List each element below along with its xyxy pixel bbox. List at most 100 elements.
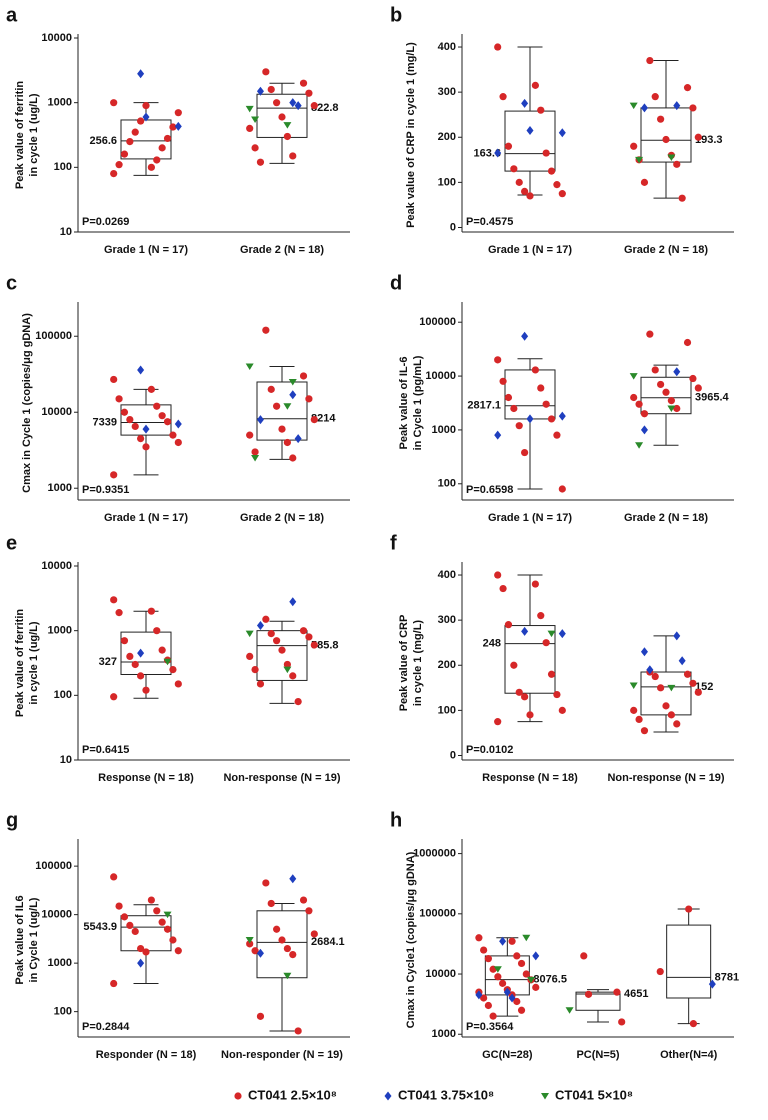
point bbox=[169, 665, 177, 674]
point bbox=[694, 384, 702, 392]
point bbox=[246, 940, 254, 948]
point bbox=[273, 637, 281, 645]
point bbox=[580, 952, 588, 960]
point bbox=[115, 609, 123, 617]
legend-label: CT041 3.75×10⁸ bbox=[398, 1087, 494, 1102]
point bbox=[683, 670, 692, 678]
x-tick-label: Grade 1 (N = 17) bbox=[104, 244, 188, 256]
point bbox=[142, 102, 150, 110]
point bbox=[651, 366, 659, 374]
point bbox=[527, 976, 536, 984]
panel-letter: a bbox=[6, 4, 18, 26]
point bbox=[565, 1007, 574, 1014]
point bbox=[299, 79, 308, 87]
point bbox=[613, 988, 621, 996]
point bbox=[142, 443, 150, 451]
point bbox=[493, 966, 502, 973]
point bbox=[558, 411, 566, 421]
x-tick-label: Non-response (N = 19) bbox=[223, 772, 340, 784]
point bbox=[689, 679, 697, 687]
median-label: 7339 bbox=[93, 416, 117, 428]
point bbox=[174, 438, 182, 447]
median-label: 4651 bbox=[624, 988, 648, 1000]
point bbox=[662, 388, 670, 396]
point bbox=[510, 165, 518, 173]
point bbox=[629, 682, 638, 690]
point bbox=[646, 330, 654, 338]
point bbox=[656, 967, 664, 976]
point bbox=[278, 425, 286, 433]
point bbox=[526, 125, 534, 135]
point bbox=[115, 395, 123, 403]
box bbox=[640, 107, 692, 163]
point bbox=[256, 86, 264, 96]
box bbox=[120, 631, 172, 675]
x-tick-label: GC(N=28) bbox=[482, 1049, 533, 1061]
point bbox=[245, 937, 254, 944]
panel-letter: f bbox=[390, 532, 397, 554]
y-axis-label: Peak value of CRP in cycle 1 (mg/L) bbox=[405, 42, 417, 228]
point bbox=[131, 927, 139, 936]
point bbox=[294, 101, 302, 111]
point bbox=[689, 104, 697, 112]
point bbox=[521, 331, 529, 341]
point bbox=[662, 702, 670, 710]
point bbox=[708, 979, 716, 989]
point bbox=[256, 621, 264, 631]
point bbox=[251, 947, 259, 955]
point bbox=[673, 160, 681, 168]
y-tick-label: 1000 bbox=[48, 97, 72, 109]
point bbox=[522, 934, 531, 942]
point bbox=[510, 661, 518, 669]
point bbox=[120, 637, 129, 645]
y-tick-label: 10000 bbox=[41, 560, 72, 572]
y-tick-label: 1000 bbox=[432, 1028, 456, 1040]
y-tick-label: 300 bbox=[438, 614, 456, 626]
median-label: 585.8 bbox=[311, 640, 339, 652]
y-tick-label: 1000000 bbox=[413, 848, 456, 860]
y-tick-label: 10 bbox=[60, 226, 72, 238]
point bbox=[256, 1012, 265, 1020]
y-tick-label: 10000 bbox=[425, 968, 456, 980]
point bbox=[288, 378, 297, 386]
point bbox=[498, 979, 507, 987]
point bbox=[110, 979, 118, 988]
y-tick-label: 1000 bbox=[48, 482, 72, 494]
point bbox=[169, 123, 177, 131]
point bbox=[310, 641, 318, 649]
point bbox=[289, 597, 297, 607]
y-tick-label: 1000 bbox=[48, 625, 72, 637]
point bbox=[147, 385, 155, 393]
point bbox=[267, 85, 275, 94]
point bbox=[131, 660, 139, 669]
point bbox=[169, 431, 177, 439]
point bbox=[651, 672, 659, 681]
point bbox=[667, 711, 675, 719]
point bbox=[629, 102, 638, 110]
median-label: 327 bbox=[99, 656, 117, 668]
panel-letter: e bbox=[6, 532, 17, 554]
point bbox=[169, 936, 177, 944]
point bbox=[251, 448, 259, 456]
median-label: 8214 bbox=[311, 413, 336, 425]
y-tick-label: 100000 bbox=[35, 330, 72, 342]
legend-label: CT041 2.5×10⁸ bbox=[248, 1087, 337, 1102]
point bbox=[504, 393, 513, 402]
point bbox=[283, 660, 291, 669]
point bbox=[305, 395, 313, 403]
point bbox=[245, 630, 254, 638]
point bbox=[678, 194, 686, 202]
point bbox=[163, 911, 172, 919]
x-tick-label: Grade 1 (N = 17) bbox=[104, 512, 188, 524]
y-axis-label: in Cycle 1 (pg/mL) bbox=[412, 355, 424, 450]
point bbox=[558, 485, 566, 493]
point bbox=[683, 338, 692, 347]
box bbox=[120, 404, 172, 436]
point bbox=[294, 434, 302, 444]
y-tick-label: 0 bbox=[450, 221, 456, 233]
y-tick-label: 100 bbox=[438, 704, 456, 716]
x-tick-label: Grade 1 (N = 17) bbox=[488, 512, 572, 524]
point bbox=[163, 418, 172, 426]
median-label: 822.8 bbox=[311, 102, 339, 114]
point bbox=[499, 377, 507, 385]
